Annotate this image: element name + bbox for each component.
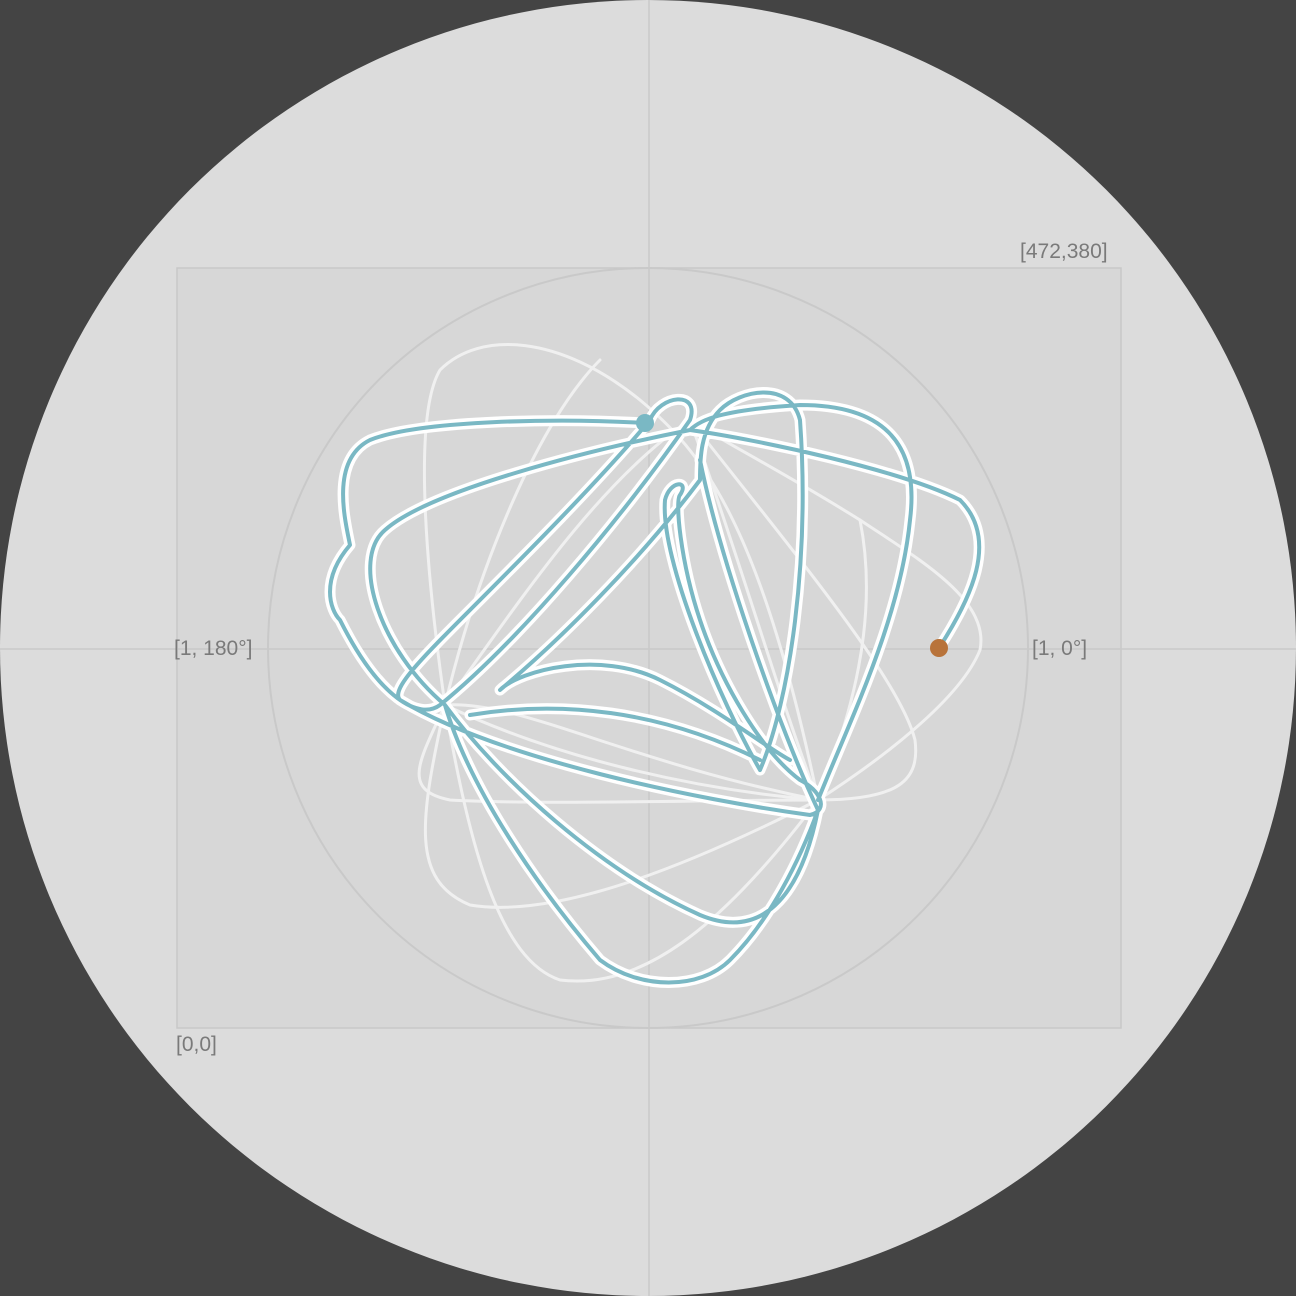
end-marker <box>930 639 948 657</box>
angle-label-0: [1, 0°] <box>1032 637 1088 660</box>
unit-circle <box>267 267 1029 1029</box>
corner-label-top-right: [472,380] <box>1020 240 1108 263</box>
start-marker <box>636 414 654 432</box>
corner-label-bottom-left: [0,0] <box>176 1033 217 1056</box>
trace-core <box>328 390 982 985</box>
angle-label-180: [1, 180°] <box>174 637 253 660</box>
